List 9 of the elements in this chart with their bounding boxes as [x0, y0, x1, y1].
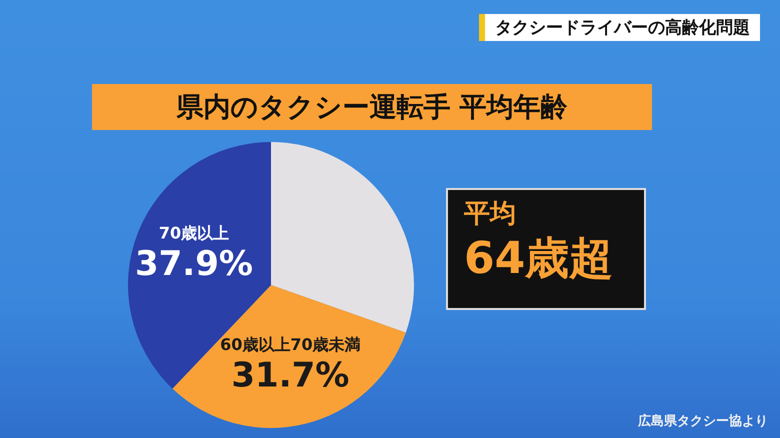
- data-label: 31.7%: [231, 355, 350, 396]
- data-label: 37.9%: [134, 244, 253, 284]
- text: 平均: [464, 198, 517, 231]
- text: 広島県タクシー協より: [638, 412, 768, 430]
- slice-label: 60歳以上70歳未満: [220, 334, 361, 354]
- chart-title: 県内のタクシー運転手 平均年齢: [92, 84, 652, 130]
- text: 64歳超: [464, 232, 614, 286]
- slice-label: 70歳以上: [158, 223, 230, 242]
- text: タクシードライバーの高齢化問題: [479, 14, 760, 41]
